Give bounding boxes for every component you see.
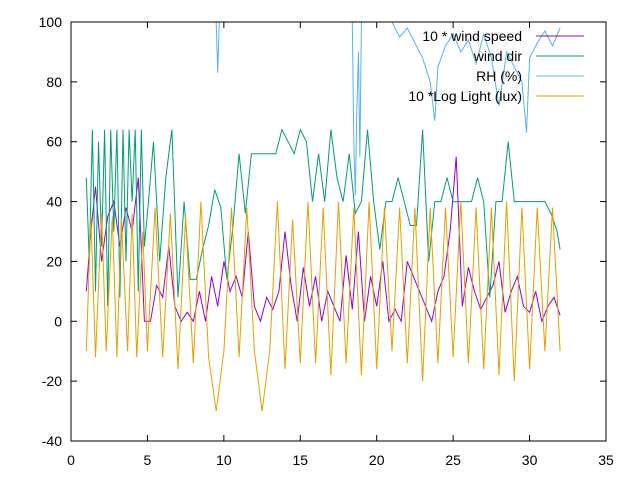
- y-tick-label: 20: [46, 253, 62, 269]
- x-tick-label: 0: [67, 452, 75, 468]
- y-tick-label: -20: [42, 373, 62, 389]
- y-tick-label: 0: [54, 313, 62, 329]
- series-line-3: [215, 22, 561, 196]
- series-line-4: [85, 201, 561, 412]
- legend-label: 10 * wind speed: [422, 28, 522, 44]
- legend-label: 10 *Log Light (lux): [408, 88, 522, 104]
- plot-frame: [70, 21, 607, 442]
- series-line-1: [85, 156, 561, 324]
- legend: 10 * wind speed wind dir RH (%) 10 *Log Lig…: [408, 28, 584, 104]
- legend-label: wind dir: [473, 48, 523, 64]
- y-tick-label: 100: [39, 14, 63, 30]
- x-tick-label: 15: [292, 452, 308, 468]
- x-tick-label: 5: [144, 452, 152, 468]
- plot-lines: [85, 22, 561, 412]
- series-line-2: [85, 128, 561, 307]
- x-tick-label: 30: [522, 452, 538, 468]
- x-tick-label: 25: [445, 452, 461, 468]
- y-tick-label: 80: [46, 74, 62, 90]
- axes: 0 5 10 15 20 25 30 35 -40 -20 0 20 40 60 80 100: [39, 14, 614, 468]
- y-tick-label: 60: [46, 134, 62, 150]
- legend-label: RH (%): [476, 68, 522, 84]
- x-tick-label: 35: [598, 452, 614, 468]
- x-tick-label: 20: [369, 452, 385, 468]
- x-tick-label: 10: [216, 452, 232, 468]
- y-tick-label: 40: [46, 194, 62, 210]
- y-tick-label: -40: [42, 433, 62, 449]
